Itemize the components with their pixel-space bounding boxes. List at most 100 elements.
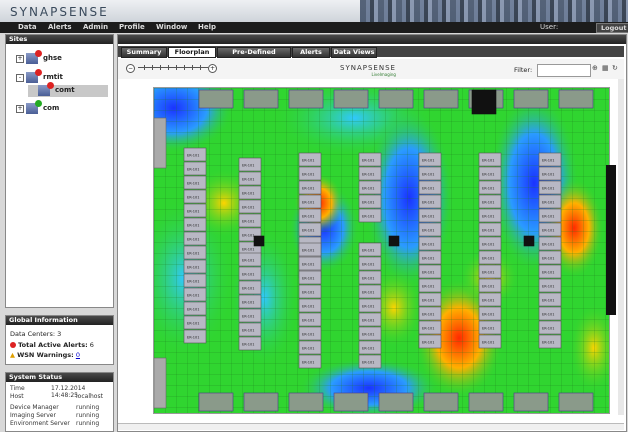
- crac-unit[interactable]: [468, 392, 504, 412]
- filter-input[interactable]: [537, 64, 591, 77]
- rack-unit[interactable]: [238, 199, 262, 214]
- rack-unit[interactable]: [478, 166, 502, 181]
- rack-unit[interactable]: [478, 222, 502, 237]
- sensor-node[interactable]: [523, 235, 535, 247]
- rack-unit[interactable]: [238, 280, 262, 295]
- rack-unit[interactable]: [298, 312, 322, 327]
- rack-unit[interactable]: [358, 180, 382, 195]
- rack-unit[interactable]: [298, 298, 322, 313]
- crac-unit[interactable]: [243, 89, 279, 109]
- rack-unit[interactable]: [183, 217, 207, 232]
- crac-unit[interactable]: [333, 89, 369, 109]
- grid-icon[interactable]: ▦: [602, 64, 609, 72]
- rack-unit[interactable]: [298, 270, 322, 285]
- crac-unit[interactable]: [378, 89, 414, 109]
- rack-unit[interactable]: [238, 213, 262, 228]
- crac-unit[interactable]: [513, 392, 549, 412]
- crac-unit[interactable]: [423, 392, 459, 412]
- rack-unit[interactable]: [478, 334, 502, 349]
- rack-unit[interactable]: [358, 152, 382, 167]
- menu-admin[interactable]: Admin: [83, 23, 109, 31]
- vertical-scrollbar[interactable]: [618, 79, 624, 415]
- rack-unit[interactable]: [418, 320, 442, 335]
- tab-floorplan[interactable]: Floorplan: [168, 47, 216, 58]
- menu-window[interactable]: Window: [156, 23, 188, 31]
- crac-unit[interactable]: [378, 392, 414, 412]
- rack-unit[interactable]: [538, 320, 562, 335]
- rack-unit[interactable]: [478, 264, 502, 279]
- rack-unit[interactable]: [298, 194, 322, 209]
- rack-unit[interactable]: [183, 203, 207, 218]
- rack-unit[interactable]: [183, 273, 207, 288]
- zoom-in-button[interactable]: +: [208, 64, 217, 73]
- collapse-icon[interactable]: -: [16, 74, 24, 82]
- rack-unit[interactable]: [183, 189, 207, 204]
- rack-unit[interactable]: [183, 161, 207, 176]
- rack-unit[interactable]: [418, 180, 442, 195]
- rack-unit[interactable]: [238, 252, 262, 267]
- wsn-warnings-value[interactable]: 0: [75, 351, 80, 359]
- refresh-icon[interactable]: ↻: [612, 64, 618, 72]
- crac-unit[interactable]: [558, 89, 594, 109]
- tree-node-comt[interactable]: comt: [28, 82, 108, 97]
- rack-unit[interactable]: [358, 354, 382, 369]
- tab-summary[interactable]: Summary: [121, 47, 167, 58]
- rack-unit[interactable]: [538, 194, 562, 209]
- rack-unit[interactable]: [538, 334, 562, 349]
- expand-icon[interactable]: +: [16, 105, 24, 113]
- tree-node-label[interactable]: com: [43, 104, 60, 112]
- menu-help[interactable]: Help: [198, 23, 217, 31]
- rack-unit[interactable]: [478, 208, 502, 223]
- active-alerts-value[interactable]: 6: [89, 341, 94, 349]
- rack-unit[interactable]: [183, 245, 207, 260]
- rack-unit[interactable]: [358, 312, 382, 327]
- rack-unit[interactable]: [478, 194, 502, 209]
- crac-unit[interactable]: [558, 392, 594, 412]
- rack-unit[interactable]: [478, 306, 502, 321]
- rack-unit[interactable]: [298, 326, 322, 341]
- zoom-slider[interactable]: − +: [126, 64, 217, 73]
- rack-unit[interactable]: [183, 301, 207, 316]
- sensor-node[interactable]: [253, 235, 265, 247]
- rack-unit[interactable]: [298, 354, 322, 369]
- rack-unit[interactable]: [478, 180, 502, 195]
- tab-predefined-metrics[interactable]: Pre-Defined Metrics: [217, 47, 291, 65]
- side-unit[interactable]: [154, 357, 167, 409]
- rack-unit[interactable]: [183, 259, 207, 274]
- rack-unit[interactable]: [418, 292, 442, 307]
- rack-unit[interactable]: [183, 147, 207, 162]
- rack-unit[interactable]: [418, 306, 442, 321]
- rack-unit[interactable]: [298, 166, 322, 181]
- zoom-out-button[interactable]: −: [126, 64, 135, 73]
- dark-unit[interactable]: [471, 89, 497, 115]
- rack-unit[interactable]: [358, 298, 382, 313]
- rack-unit[interactable]: [538, 152, 562, 167]
- crac-unit[interactable]: [333, 392, 369, 412]
- expand-icon[interactable]: +: [16, 55, 24, 63]
- rack-unit[interactable]: [538, 180, 562, 195]
- rack-unit[interactable]: [183, 329, 207, 344]
- menu-alerts[interactable]: Alerts: [48, 23, 72, 31]
- rack-unit[interactable]: [358, 194, 382, 209]
- rack-unit[interactable]: [418, 236, 442, 251]
- rack-unit[interactable]: [298, 222, 322, 237]
- rack-unit[interactable]: [183, 175, 207, 190]
- crac-unit[interactable]: [243, 392, 279, 412]
- tree-node-label[interactable]: comt: [55, 86, 75, 94]
- rack-unit[interactable]: [358, 166, 382, 181]
- rack-unit[interactable]: [358, 256, 382, 271]
- tab-alerts[interactable]: Alerts: [292, 47, 330, 58]
- rack-unit[interactable]: [478, 320, 502, 335]
- crac-unit[interactable]: [288, 392, 324, 412]
- rack-unit[interactable]: [238, 308, 262, 323]
- crac-unit[interactable]: [423, 89, 459, 109]
- rack-unit[interactable]: [358, 326, 382, 341]
- rack-unit[interactable]: [418, 166, 442, 181]
- rack-unit[interactable]: [478, 152, 502, 167]
- rack-unit[interactable]: [538, 292, 562, 307]
- rack-unit[interactable]: [298, 152, 322, 167]
- rack-unit[interactable]: [238, 266, 262, 281]
- crac-unit[interactable]: [513, 89, 549, 109]
- rack-unit[interactable]: [238, 336, 262, 351]
- rack-unit[interactable]: [538, 306, 562, 321]
